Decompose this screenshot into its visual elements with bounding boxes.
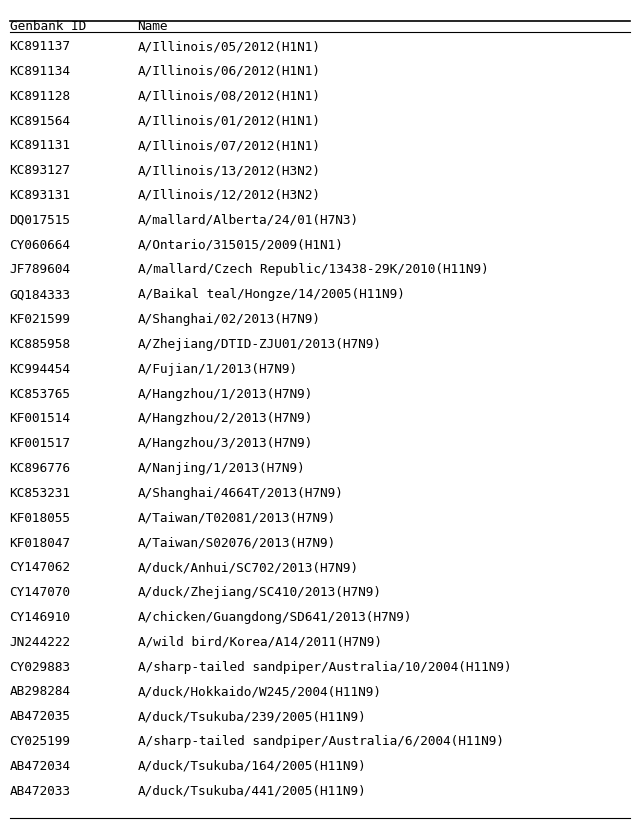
Text: A/sharp-tailed sandpiper/Australia/6/2004(H11N9): A/sharp-tailed sandpiper/Australia/6/200…	[138, 735, 504, 748]
Text: A/wild bird/Korea/A14/2011(H7N9): A/wild bird/Korea/A14/2011(H7N9)	[138, 636, 381, 649]
Text: A/Illinois/01/2012(H1N1): A/Illinois/01/2012(H1N1)	[138, 114, 321, 127]
Text: A/Taiwan/T02081/2013(H7N9): A/Taiwan/T02081/2013(H7N9)	[138, 511, 336, 525]
Text: A/duck/Tsukuba/441/2005(H11N9): A/duck/Tsukuba/441/2005(H11N9)	[138, 785, 366, 798]
Text: KF018055: KF018055	[10, 511, 70, 525]
Text: A/Nanjing/1/2013(H7N9): A/Nanjing/1/2013(H7N9)	[138, 462, 305, 475]
Text: KC893127: KC893127	[10, 164, 70, 177]
Text: A/duck/Zhejiang/SC410/2013(H7N9): A/duck/Zhejiang/SC410/2013(H7N9)	[138, 586, 381, 599]
Text: AB472033: AB472033	[10, 785, 70, 798]
Text: KF021599: KF021599	[10, 313, 70, 326]
Text: A/Hangzhou/1/2013(H7N9): A/Hangzhou/1/2013(H7N9)	[138, 387, 313, 401]
Text: KC885958: KC885958	[10, 338, 70, 351]
Text: KC891137: KC891137	[10, 40, 70, 53]
Text: A/Baikal teal/Hongze/14/2005(H11N9): A/Baikal teal/Hongze/14/2005(H11N9)	[138, 288, 404, 302]
Text: AB472035: AB472035	[10, 711, 70, 723]
Text: KC891564: KC891564	[10, 114, 70, 127]
Text: KF001517: KF001517	[10, 437, 70, 450]
Text: A/duck/Hokkaido/W245/2004(H11N9): A/duck/Hokkaido/W245/2004(H11N9)	[138, 686, 381, 698]
Text: A/Taiwan/S02076/2013(H7N9): A/Taiwan/S02076/2013(H7N9)	[138, 536, 336, 550]
Text: KC891134: KC891134	[10, 65, 70, 77]
Text: CY025199: CY025199	[10, 735, 70, 748]
Text: AB298284: AB298284	[10, 686, 70, 698]
Text: KF001514: KF001514	[10, 412, 70, 426]
Text: A/Shanghai/02/2013(H7N9): A/Shanghai/02/2013(H7N9)	[138, 313, 321, 326]
Text: A/Shanghai/4664T/2013(H7N9): A/Shanghai/4664T/2013(H7N9)	[138, 486, 344, 500]
Text: KC994454: KC994454	[10, 362, 70, 376]
Text: CY060664: CY060664	[10, 238, 70, 252]
Text: A/Illinois/05/2012(H1N1): A/Illinois/05/2012(H1N1)	[138, 40, 321, 53]
Text: KC891131: KC891131	[10, 139, 70, 152]
Text: KC853765: KC853765	[10, 387, 70, 401]
Text: A/sharp-tailed sandpiper/Australia/10/2004(H11N9): A/sharp-tailed sandpiper/Australia/10/20…	[138, 661, 511, 674]
Text: A/Fujian/1/2013(H7N9): A/Fujian/1/2013(H7N9)	[138, 362, 298, 376]
Text: JN244222: JN244222	[10, 636, 70, 649]
Text: KF018047: KF018047	[10, 536, 70, 550]
Text: KC896776: KC896776	[10, 462, 70, 475]
Text: CY147070: CY147070	[10, 586, 70, 599]
Text: A/duck/Tsukuba/164/2005(H11N9): A/duck/Tsukuba/164/2005(H11N9)	[138, 760, 366, 773]
Text: A/Illinois/07/2012(H1N1): A/Illinois/07/2012(H1N1)	[138, 139, 321, 152]
Text: DQ017515: DQ017515	[10, 214, 70, 227]
Text: KC893131: KC893131	[10, 189, 70, 202]
Text: A/Ontario/315015/2009(H1N1): A/Ontario/315015/2009(H1N1)	[138, 238, 344, 252]
Text: A/mallard/Alberta/24/01(H7N3): A/mallard/Alberta/24/01(H7N3)	[138, 214, 359, 227]
Text: A/Illinois/08/2012(H1N1): A/Illinois/08/2012(H1N1)	[138, 90, 321, 102]
Text: CY147062: CY147062	[10, 561, 70, 574]
Text: A/duck/Tsukuba/239/2005(H11N9): A/duck/Tsukuba/239/2005(H11N9)	[138, 711, 366, 723]
Text: CY029883: CY029883	[10, 661, 70, 674]
Text: A/Illinois/06/2012(H1N1): A/Illinois/06/2012(H1N1)	[138, 65, 321, 77]
Text: CY146910: CY146910	[10, 611, 70, 624]
Text: JF789604: JF789604	[10, 263, 70, 277]
Text: GQ184333: GQ184333	[10, 288, 70, 302]
Text: A/Hangzhou/3/2013(H7N9): A/Hangzhou/3/2013(H7N9)	[138, 437, 313, 450]
Text: A/Hangzhou/2/2013(H7N9): A/Hangzhou/2/2013(H7N9)	[138, 412, 313, 426]
Text: Genbank ID: Genbank ID	[10, 20, 86, 33]
Text: Name: Name	[138, 20, 168, 33]
Text: A/duck/Anhui/SC702/2013(H7N9): A/duck/Anhui/SC702/2013(H7N9)	[138, 561, 359, 574]
Text: A/Zhejiang/DTID-ZJU01/2013(H7N9): A/Zhejiang/DTID-ZJU01/2013(H7N9)	[138, 338, 381, 351]
Text: KC853231: KC853231	[10, 486, 70, 500]
Text: A/chicken/Guangdong/SD641/2013(H7N9): A/chicken/Guangdong/SD641/2013(H7N9)	[138, 611, 412, 624]
Text: A/mallard/Czech Republic/13438-29K/2010(H11N9): A/mallard/Czech Republic/13438-29K/2010(…	[138, 263, 488, 277]
Text: KC891128: KC891128	[10, 90, 70, 102]
Text: A/Illinois/13/2012(H3N2): A/Illinois/13/2012(H3N2)	[138, 164, 321, 177]
Text: AB472034: AB472034	[10, 760, 70, 773]
Text: A/Illinois/12/2012(H3N2): A/Illinois/12/2012(H3N2)	[138, 189, 321, 202]
